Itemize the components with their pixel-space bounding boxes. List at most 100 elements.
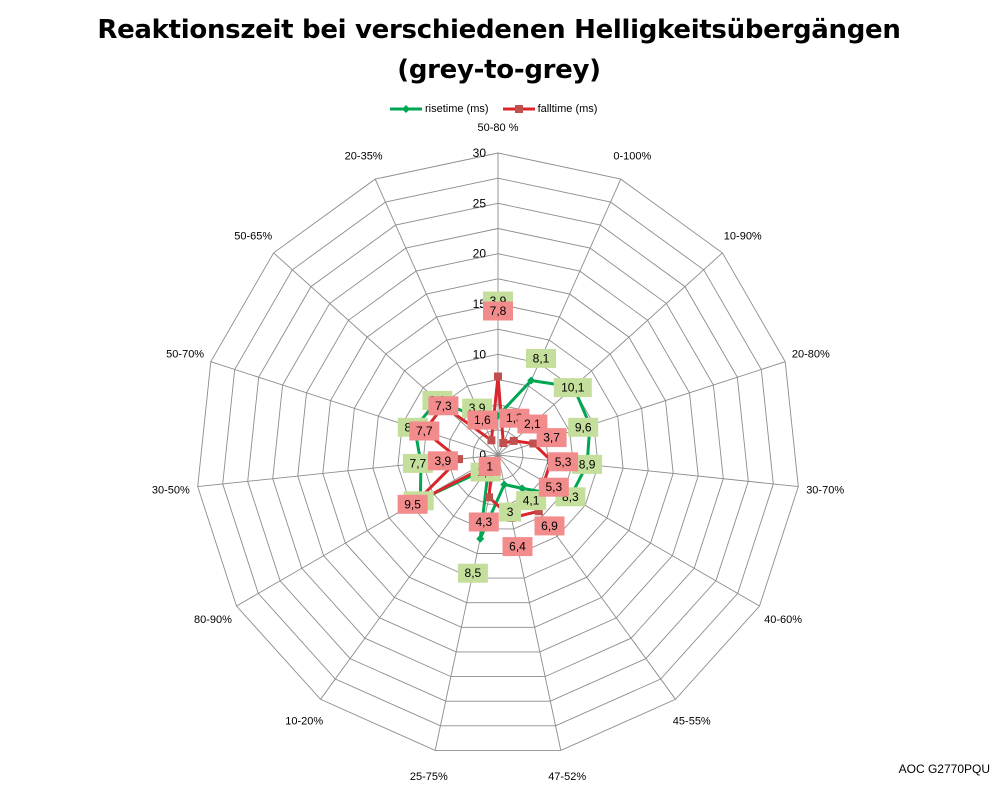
data-label-risetime-box [402,453,433,473]
data-point-falltime [529,439,538,448]
category-label: 80-90% [194,614,232,626]
category-label: 45-55% [673,715,711,727]
data-label-risetime-box [526,348,556,368]
data-label-risetime-box [572,454,603,474]
data-label-falltime-box [478,456,501,476]
grid-ring [197,152,799,751]
data-label-risetime-box [516,491,547,511]
data-label-risetime: 10,1 [561,381,585,395]
radial-tick-label: 20 [473,247,487,261]
category-label: 40-60% [764,614,802,626]
data-label-risetime: 3 [507,505,514,519]
data-point-risetime [527,376,536,385]
radial-tick-label: 30 [473,146,487,160]
data-label-falltime: 2,1 [524,417,541,431]
data-label-falltime-box [428,396,459,416]
grid-ring [222,177,774,727]
data-label-falltime-box [483,301,513,321]
data-label-falltime-box [548,452,579,472]
data-label-risetime: 8,9 [579,457,596,471]
chart-title: Reaktionszeit bei verschiedenen Helligke… [0,10,998,90]
data-label-risetime: 9,6 [575,420,592,434]
grid-ring [372,328,624,579]
data-label-falltime-box [409,421,440,441]
data-label-falltime-box [502,537,533,557]
data-label-risetime: 7,7 [410,456,427,470]
grid-spoke [210,361,499,456]
data-label-falltime: 5,3 [555,455,572,469]
category-label: 50-80 % [478,122,519,134]
data-label-falltime: 7,8 [490,304,507,318]
data-label-falltime-box [427,451,458,471]
data-point-falltime [499,439,508,447]
radial-tick-label: 10 [473,347,487,361]
data-label-falltime-box [467,410,498,430]
radial-tick-label: 0 [479,448,486,462]
data-label-risetime: 4,1 [523,494,540,508]
category-label: 10-90% [724,231,762,243]
data-label-falltime-box [468,512,499,532]
category-label: 25-75% [410,771,448,783]
data-point-falltime [494,372,502,381]
series-line-risetime [413,379,592,541]
radial-tick-label: 15 [473,297,487,311]
category-label: 47-52% [548,771,586,783]
legend-marker-falltime [502,105,535,113]
category-label: 10-20% [285,715,323,727]
category-label: 50-65% [234,231,272,243]
data-label-risetime-box [499,502,522,522]
category-label: 20-80% [792,349,830,361]
grid-ring [297,253,699,653]
data-point-falltime [455,455,463,464]
data-label-falltime: 1,6 [474,413,491,427]
category-label: 20-35% [345,150,383,162]
legend: risetime (ms) falltime (ms) [390,101,597,117]
data-label-risetime-box [568,417,599,437]
data-label-falltime-box [538,477,569,497]
data-point-risetime [518,484,527,493]
data-label-falltime: 3,9 [435,454,452,468]
data-point-falltime [485,493,493,502]
data-label-falltime: 6,9 [541,519,558,533]
grid-ring [322,278,674,628]
watermark: AOC G2770PQU [898,762,990,776]
data-label-falltime-box [536,428,567,448]
data-label-falltime-box [534,516,565,536]
data-label-falltime: 7,7 [416,424,433,438]
grid-spoke [434,454,499,751]
data-label-risetime-box [457,563,488,583]
data-label-risetime-box [553,378,592,398]
chart-subtitle: (grey-to-grey) [397,55,601,85]
data-label-falltime: 5,3 [545,480,562,494]
category-label: 30-50% [152,484,190,496]
data-label-falltime: 9,5 [404,497,421,511]
radial-tick-label: 25 [473,196,487,210]
legend-label-falltime: falltime (ms) [537,103,598,115]
data-point-risetime [476,534,485,543]
data-label-falltime: 4,3 [475,515,492,529]
legend-item-risetime: risetime (ms) [390,103,489,115]
grid-ring [347,303,649,604]
category-label: 30-70% [806,484,844,496]
chart-title-main: Reaktionszeit bei verschiedenen Helligke… [97,15,901,45]
grid-spoke [236,454,499,607]
data-label-falltime: 3,7 [543,431,560,445]
data-point-risetime [500,480,509,489]
data-label-risetime: 8,1 [533,351,550,365]
data-label-falltime: 7,3 [435,399,452,413]
grid-spoke [320,454,499,700]
category-label: 0-100% [613,150,651,162]
legend-label-risetime: risetime (ms) [425,103,489,115]
grid-ring [247,202,749,702]
data-label-falltime-box [397,494,428,514]
data-label-falltime: 6,4 [509,540,526,554]
data-point-falltime [534,507,543,516]
data-label-risetime: 8,5 [465,566,482,580]
data-point-falltime [509,436,518,445]
grid-ring [272,228,724,678]
data-point-falltime [487,436,496,445]
legend-item-falltime: falltime (ms) [502,103,598,115]
grid-spoke [273,252,499,456]
data-label-falltime: 1 [486,459,493,473]
